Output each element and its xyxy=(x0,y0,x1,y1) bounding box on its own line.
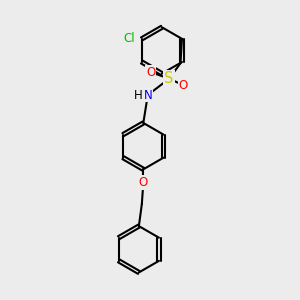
Text: O: O xyxy=(179,79,188,92)
Text: H: H xyxy=(134,88,142,101)
Text: O: O xyxy=(146,66,155,79)
Text: O: O xyxy=(139,176,148,189)
Text: Cl: Cl xyxy=(124,32,135,45)
Text: S: S xyxy=(164,71,174,86)
Text: N: N xyxy=(143,88,152,101)
